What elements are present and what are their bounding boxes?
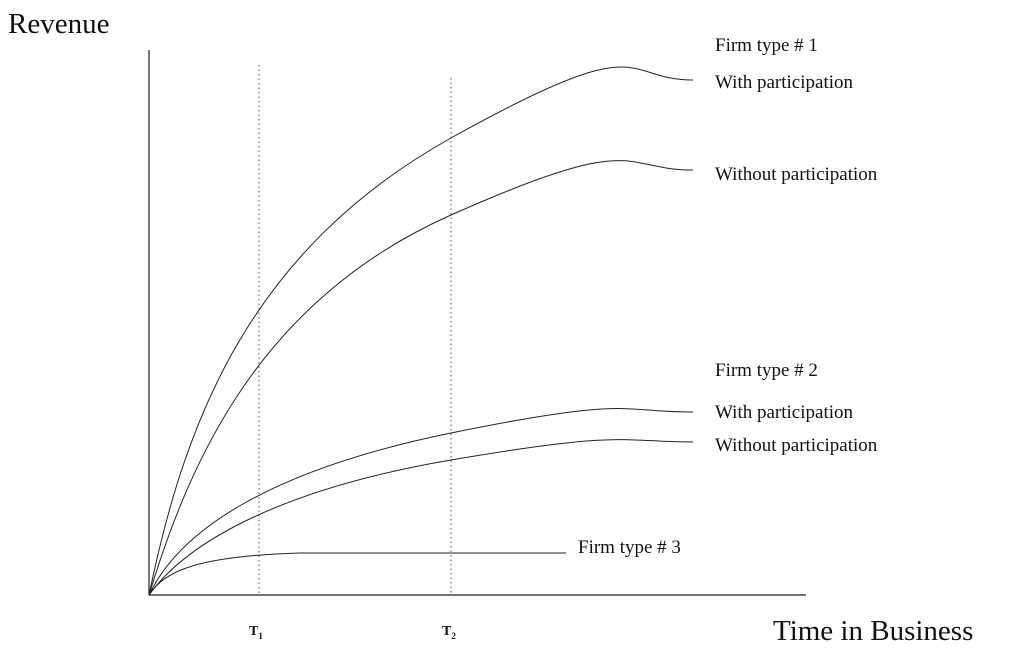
firm1-title: Firm type # 1 <box>715 35 818 56</box>
firm1-without-participation-label: Without participation <box>715 164 878 185</box>
curve-firm1-with-participation <box>148 66 694 596</box>
t1-label: T1 <box>249 624 263 641</box>
firm2-without-participation-label: Without participation <box>715 435 878 456</box>
firm1-with-participation-label: With participation <box>715 72 854 93</box>
t2-label: T2 <box>442 624 456 641</box>
curve-firm1-without-participation <box>148 160 694 596</box>
firm2-with-participation-label: With participation <box>715 402 854 423</box>
curve-firm2-with-participation <box>148 408 694 596</box>
curve-firm3 <box>148 552 566 596</box>
y-axis-label: Revenue <box>8 8 110 40</box>
firm2-title: Firm type # 2 <box>715 360 818 381</box>
firm3-title: Firm type # 3 <box>578 537 681 558</box>
x-axis-label: Time in Business <box>773 615 974 647</box>
curve-firm2-without-participation <box>148 439 694 596</box>
